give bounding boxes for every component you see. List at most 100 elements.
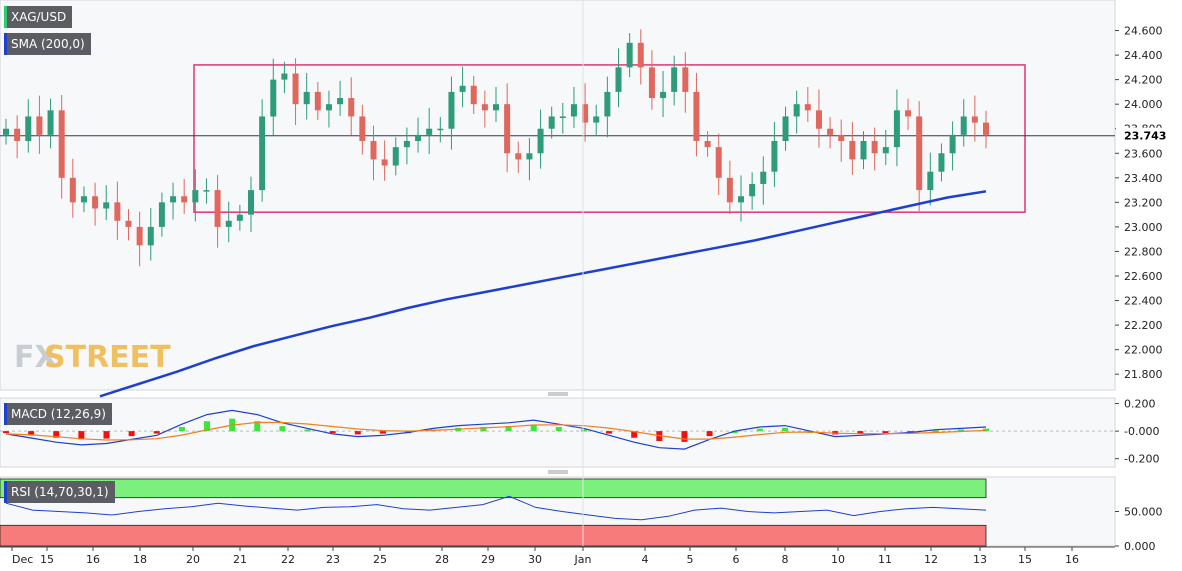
macd-label[interactable]: MACD (12,26,9) — [4, 403, 112, 425]
rsi-line — [5, 495, 987, 521]
macd-histogram-positive — [178, 426, 185, 432]
candle-up — [225, 220, 232, 227]
time-tick-label: 8 — [782, 553, 789, 566]
candle-up — [325, 104, 332, 111]
candle-down — [648, 67, 655, 99]
candle-down — [114, 202, 121, 221]
candle-up — [236, 214, 243, 221]
candle-down — [481, 104, 488, 111]
macd-histogram-negative — [128, 431, 135, 437]
macd-histogram-negative — [379, 431, 386, 434]
time-tick-label: 4 — [642, 553, 649, 566]
candle-up — [626, 42, 633, 68]
candle-up — [192, 190, 199, 203]
candle-up — [938, 153, 945, 172]
candle-down — [815, 110, 822, 129]
rsi-label[interactable]: RSI (14,70,30,1) — [4, 481, 115, 503]
candle-down — [838, 134, 845, 141]
macd-histogram-positive — [983, 428, 989, 432]
candle-down — [92, 196, 99, 209]
price-tick-label: 23.000 — [1124, 221, 1163, 234]
candle-up — [604, 91, 611, 117]
candle-down — [871, 141, 878, 154]
candle-up — [660, 91, 667, 99]
candle-up — [949, 134, 956, 154]
candle-down — [504, 104, 511, 154]
candle-up — [158, 202, 165, 227]
time-tick-label: 30 — [528, 553, 542, 566]
candle-up — [248, 190, 254, 215]
price-tick-label: 22.600 — [1124, 270, 1163, 283]
candle-down — [125, 220, 132, 227]
price-tick-label: 23.200 — [1124, 196, 1163, 209]
candle-down — [905, 110, 912, 117]
time-tick-label: 13 — [973, 553, 987, 566]
candle-up — [537, 128, 544, 154]
time-tick-label: 20 — [186, 553, 200, 566]
time-tick-label: 16 — [1065, 553, 1079, 566]
main-pane — [0, 0, 1116, 391]
candle-up — [203, 190, 210, 192]
rsi-oversold-zone — [0, 524, 987, 547]
candle-down — [359, 116, 366, 141]
candle-up — [337, 98, 344, 105]
time-tick-label: 5 — [687, 553, 694, 566]
candle-up — [459, 85, 466, 92]
candle-up — [559, 116, 566, 118]
candle-up — [281, 73, 288, 80]
candle-down — [916, 116, 923, 191]
symbol-label[interactable]: XAG/USD — [4, 6, 73, 28]
macd-histogram-positive — [731, 431, 738, 434]
candle-down — [381, 159, 388, 166]
candle-up — [437, 128, 444, 131]
candle-down — [582, 104, 589, 123]
macd-histogram-negative — [329, 431, 336, 434]
candle-down — [292, 73, 299, 105]
macd-histogram-positive — [480, 426, 487, 432]
candle-down — [214, 190, 221, 227]
candle-down — [470, 85, 477, 105]
macd-histogram-negative — [857, 431, 864, 434]
candle-down — [971, 116, 978, 123]
price-tick-label: 22.000 — [1124, 344, 1163, 357]
price-tick-label: 23.400 — [1124, 172, 1163, 185]
macd-histogram-negative — [53, 431, 60, 438]
candle-down — [58, 110, 65, 178]
candle-up — [782, 116, 789, 141]
candle-up — [3, 128, 9, 135]
price-tick-label: 24.200 — [1124, 74, 1163, 87]
candle-down — [704, 141, 711, 148]
macd-histogram-positive — [580, 429, 587, 432]
watermark-street: STREET — [44, 340, 171, 375]
macd-histogram-positive — [530, 424, 537, 432]
candle-up — [147, 226, 154, 246]
candle-down — [983, 122, 989, 135]
time-tick-label: 12 — [924, 553, 938, 566]
time-tick-label: 6 — [733, 553, 740, 566]
candle-up — [749, 183, 756, 197]
macd-histogram-positive — [304, 429, 311, 432]
time-tick-label: 10 — [831, 553, 845, 566]
candle-down — [637, 42, 644, 68]
macd-histogram-negative — [882, 431, 889, 434]
macd-histogram-negative — [103, 431, 110, 439]
candle-up — [403, 141, 410, 148]
candle-up — [392, 147, 399, 166]
time-tick-label: 23 — [326, 553, 340, 566]
macd-histogram-positive — [279, 426, 286, 432]
price-tick-label: 24.600 — [1124, 25, 1163, 38]
candle-up — [570, 104, 577, 117]
macd-histogram-negative — [354, 431, 361, 435]
macd-histogram-positive — [204, 421, 211, 432]
candle-up — [671, 67, 678, 92]
sma-label[interactable]: SMA (200,0) — [4, 33, 91, 55]
time-tick-label: 16 — [86, 553, 100, 566]
candle-down — [181, 196, 188, 203]
candle-up — [259, 116, 266, 191]
price-tick-label: 21.800 — [1124, 368, 1163, 381]
macd-histogram-positive — [781, 427, 788, 432]
current-price-tag-bg — [1116, 127, 1180, 144]
time-tick-label: 28 — [435, 553, 449, 566]
candle-up — [927, 171, 934, 191]
